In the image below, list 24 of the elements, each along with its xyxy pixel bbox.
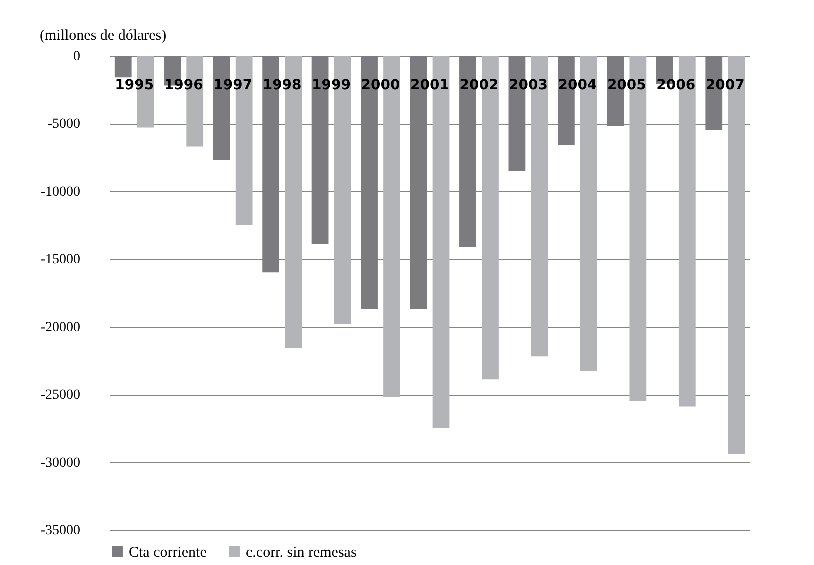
x-tick-label: 2004 bbox=[558, 78, 598, 94]
x-tick-label: 1998 bbox=[262, 78, 302, 94]
y-tick-label: -30000 bbox=[40, 456, 80, 471]
y-tick-label: 0 bbox=[74, 50, 80, 64]
legend-label: Cta corriente bbox=[129, 544, 208, 561]
y-tick-label: -5000 bbox=[48, 117, 80, 132]
y-tick-label: -35000 bbox=[40, 524, 80, 538]
y-tick-label: -20000 bbox=[40, 320, 80, 336]
x-tick-label: 2006 bbox=[656, 78, 696, 94]
y-tick-label: -10000 bbox=[40, 184, 80, 200]
x-tick-label: 1999 bbox=[312, 78, 352, 94]
chart-title: (millones de dólares) bbox=[40, 28, 167, 44]
x-tick-label: 2007 bbox=[706, 78, 745, 94]
x-tick-label: 2002 bbox=[460, 78, 499, 94]
x-tick-label: 2001 bbox=[410, 78, 450, 94]
x-tick-label: 1995 bbox=[115, 78, 154, 94]
x-tick-label: 1996 bbox=[164, 78, 204, 94]
x-tick-label: 1997 bbox=[214, 78, 253, 94]
x-tick-label: 2003 bbox=[508, 78, 548, 94]
x-tick-label: 2000 bbox=[361, 78, 401, 94]
y-tick-label: -15000 bbox=[40, 252, 80, 268]
legend-label: c.corr. sin remesas bbox=[246, 544, 357, 561]
y-tick-label: -25000 bbox=[40, 388, 80, 404]
x-tick-label: 2005 bbox=[607, 78, 646, 94]
